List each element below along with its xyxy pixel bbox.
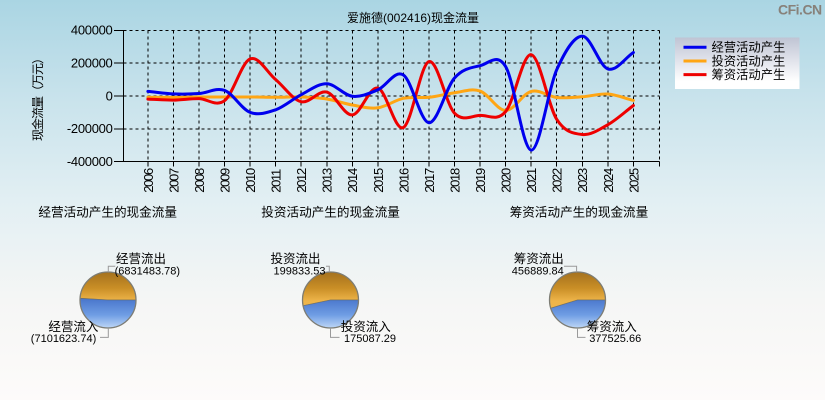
svg-text:投资活动产生的现金流量: 投资活动产生的现金流量	[261, 204, 400, 219]
svg-text:2016: 2016	[396, 168, 411, 193]
svg-text:2017: 2017	[422, 168, 437, 193]
svg-text:2011: 2011	[269, 169, 284, 193]
svg-text:经营活动产生的现金流量: 经营活动产生的现金流量	[38, 205, 177, 220]
svg-text:筹资流出: 筹资流出	[514, 251, 564, 266]
svg-text:400000: 400000	[71, 23, 113, 38]
svg-text:2015: 2015	[371, 168, 386, 193]
svg-text:2008: 2008	[192, 168, 207, 193]
svg-text:2013: 2013	[320, 168, 335, 193]
svg-text:(6831483.78): (6831483.78)	[115, 266, 180, 278]
svg-text:筹资活动产生的现金流量: 筹资活动产生的现金流量	[510, 204, 649, 219]
svg-text:2007: 2007	[166, 168, 181, 193]
svg-text:筹资流入: 筹资流入	[587, 319, 638, 334]
svg-text:爱施德(002416)现金流量: 爱施德(002416)现金流量	[347, 10, 479, 25]
svg-text:200000: 200000	[71, 56, 113, 71]
svg-text:经营活动产生: 经营活动产生	[712, 41, 786, 55]
svg-text:-200000: -200000	[67, 121, 113, 136]
svg-text:2006: 2006	[141, 168, 156, 193]
svg-text:投资流入: 投资流入	[341, 319, 392, 334]
svg-text:2023: 2023	[575, 168, 590, 193]
svg-text:筹资活动产生: 筹资活动产生	[712, 67, 786, 82]
svg-text:经营流出: 经营流出	[116, 252, 166, 266]
svg-text:377525.66: 377525.66	[589, 333, 641, 345]
svg-text:2019: 2019	[473, 168, 488, 193]
svg-text:2024: 2024	[601, 168, 616, 193]
svg-text:投资流出: 投资流出	[271, 251, 321, 266]
svg-text:2014: 2014	[345, 168, 360, 193]
svg-text:175087.29: 175087.29	[344, 333, 396, 345]
svg-text:2010: 2010	[243, 168, 258, 193]
svg-text:经营流入: 经营流入	[48, 320, 99, 334]
svg-text:199833.53: 199833.53	[274, 266, 326, 278]
svg-text:456889.84: 456889.84	[512, 266, 564, 278]
svg-text:2018: 2018	[447, 168, 462, 193]
svg-text:现金流量（万元）: 现金流量（万元）	[30, 53, 45, 141]
svg-text:CFi.CN: CFi.CN	[778, 1, 822, 17]
svg-text:2009: 2009	[218, 168, 233, 193]
svg-text:0: 0	[106, 88, 113, 103]
svg-text:2020: 2020	[499, 168, 514, 193]
svg-text:2012: 2012	[294, 168, 309, 193]
svg-text:2021: 2021	[524, 168, 539, 193]
svg-text:-400000: -400000	[67, 154, 113, 169]
svg-text:投资活动产生: 投资活动产生	[712, 53, 786, 68]
svg-text:2022: 2022	[550, 168, 565, 193]
svg-text:2025: 2025	[626, 168, 641, 193]
svg-text:(7101623.74): (7101623.74)	[31, 333, 96, 345]
